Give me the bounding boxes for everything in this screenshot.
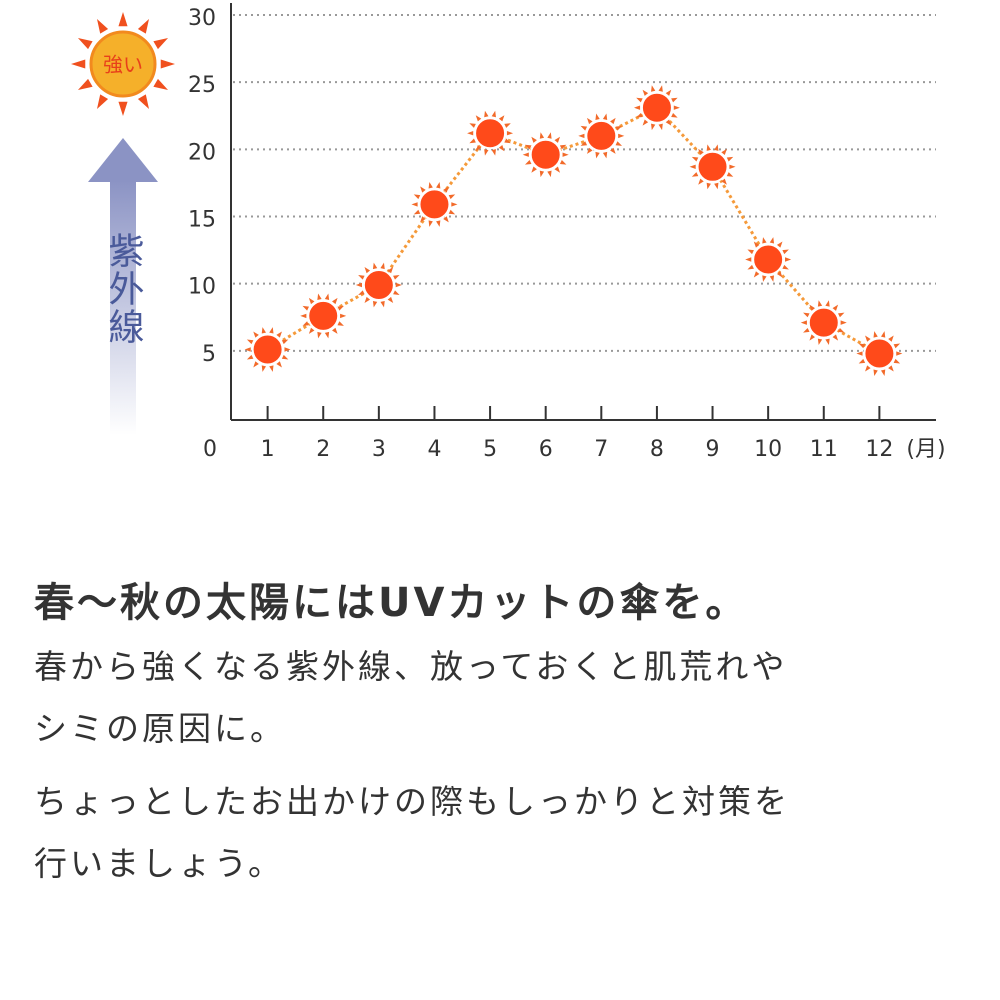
- x-tick-label: 1: [261, 437, 275, 462]
- x-tick-label: 10: [754, 437, 782, 462]
- data-point: [585, 119, 618, 152]
- sun-body: [89, 30, 157, 98]
- y-tick-label: 15: [188, 208, 216, 233]
- x-tick-label: 2: [316, 437, 330, 462]
- data-point: [251, 333, 284, 366]
- data-point: [474, 117, 507, 150]
- y-tick-label: 30: [188, 6, 216, 31]
- x-tick-label: 3: [372, 437, 386, 462]
- data-line: [266, 105, 881, 355]
- heading: 春〜秋の太陽にはUVカットの傘を。: [34, 580, 749, 626]
- data-point: [640, 91, 673, 124]
- y-tick-label: 20: [188, 140, 216, 165]
- badge-text: 強い: [103, 53, 143, 77]
- data-point: [863, 337, 896, 370]
- badge-sun: [71, 12, 175, 116]
- x-tick-label: 6: [539, 437, 553, 462]
- x-tick-label: 4: [427, 437, 441, 462]
- y-tick-label: 5: [202, 342, 216, 367]
- arrow-head: [88, 138, 158, 182]
- data-point: [418, 188, 451, 221]
- y-tick-label: 25: [188, 73, 216, 98]
- data-point: [752, 243, 785, 276]
- data-point: [696, 150, 729, 183]
- x-tick-label: 11: [810, 437, 838, 462]
- data-point: [362, 269, 395, 302]
- body-line: ちょっとしたお出かけの際もしっかりと対策を: [34, 782, 790, 821]
- x-tick-label: 8: [650, 437, 664, 462]
- x-tick-label: 9: [706, 437, 720, 462]
- data-point: [529, 138, 562, 171]
- x-tick-label: 7: [594, 437, 608, 462]
- data-point: [307, 299, 340, 332]
- y-tick-label: 10: [188, 275, 216, 300]
- x-axis-label: (月): [906, 437, 945, 462]
- y-axis-label: 紫外線: [103, 232, 144, 346]
- body-line: 行いましょう。: [34, 844, 285, 883]
- body-line: シミの原因に。: [34, 709, 286, 748]
- data-point: [807, 306, 840, 339]
- x-tick-label: 5: [483, 437, 497, 462]
- arrow-shaft: [110, 180, 136, 435]
- x-tick-label: 12: [865, 437, 893, 462]
- x-tick-label: 0: [203, 437, 217, 462]
- body-line: 春から強くなる紫外線、放っておくと肌荒れや: [34, 647, 788, 686]
